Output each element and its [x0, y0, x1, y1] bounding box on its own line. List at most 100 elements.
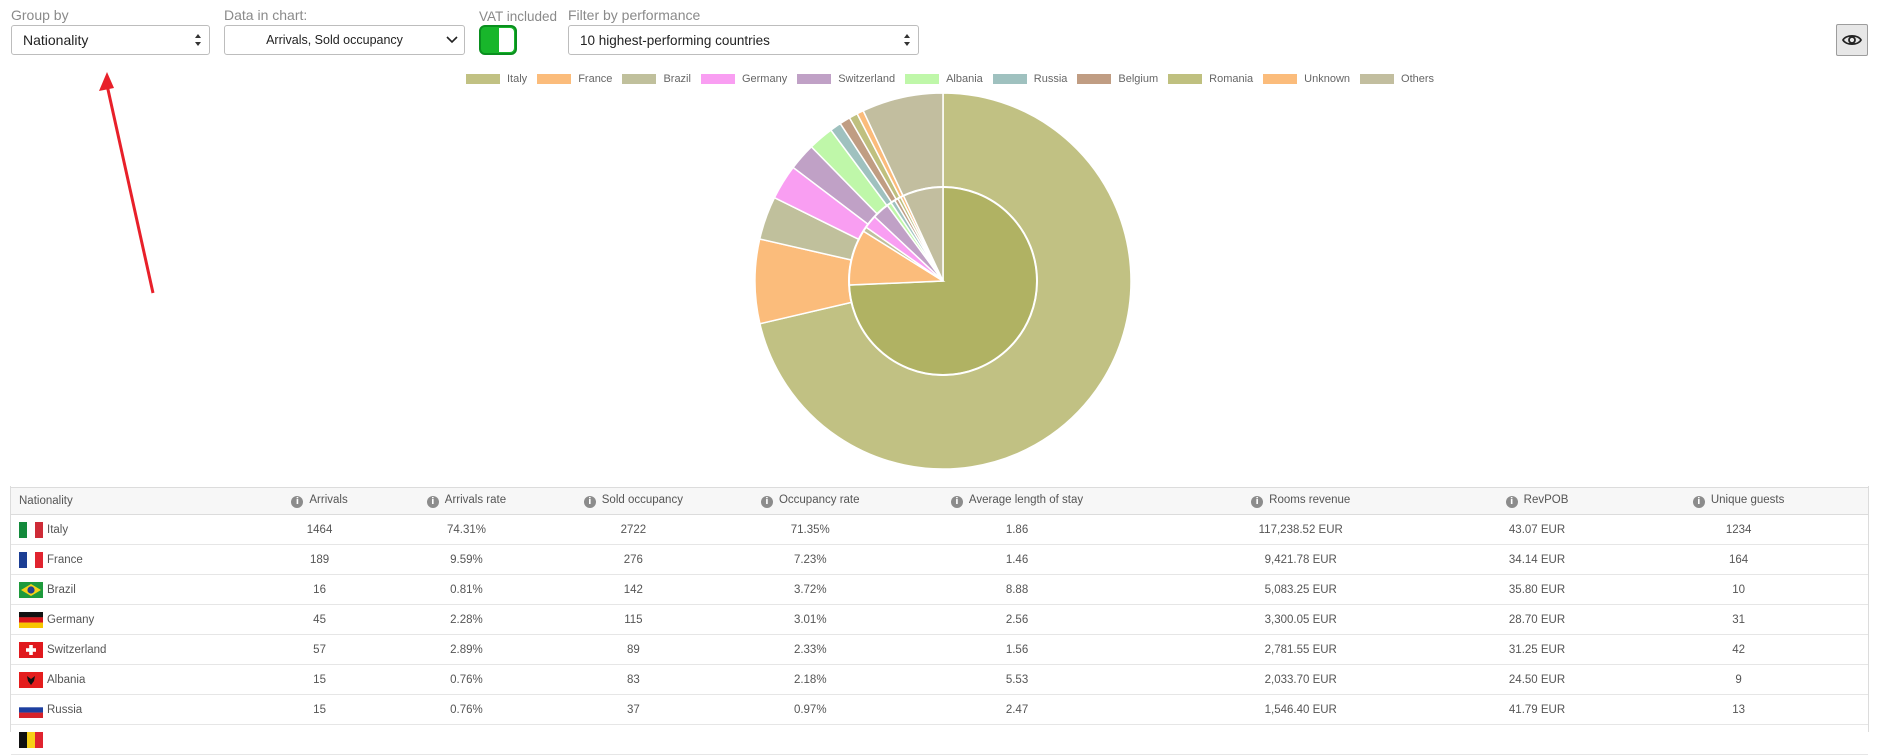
legend-item-brazil[interactable]: Brazil: [622, 73, 691, 85]
info-icon[interactable]: i: [760, 496, 773, 508]
legend-item-albania[interactable]: Albania: [905, 73, 983, 85]
legend-swatch: [1168, 74, 1203, 84]
nationality-cell: Brazil: [11, 574, 250, 605]
flag-ru-icon: [19, 701, 43, 718]
legend-swatch: [700, 74, 735, 84]
info-icon[interactable]: i: [1505, 496, 1518, 508]
data-in-chart-select[interactable]: Arrivals, Sold occupancy: [224, 25, 465, 55]
data-in-chart-label: Data in chart:: [224, 7, 308, 23]
column-header[interactable]: i Arrivals rate: [389, 487, 544, 515]
legend-swatch: [1077, 74, 1112, 84]
filter-label: Filter by performance: [568, 7, 701, 23]
table-cell: 164: [1609, 544, 1868, 575]
eye-icon: [1842, 34, 1862, 46]
table-row-partial: [11, 724, 1868, 755]
info-icon[interactable]: i: [1251, 496, 1264, 508]
legend-item-russia[interactable]: Russia: [992, 73, 1068, 85]
info-icon[interactable]: i: [583, 496, 596, 508]
country-name: Brazil: [47, 583, 76, 596]
table-row[interactable]: Italy 1464 74.31% 2722 71.35% 1.86 117,238.52 …: [11, 514, 1868, 545]
country-name: Russia: [47, 703, 83, 716]
table-cell: 0.81%: [389, 574, 544, 605]
column-header[interactable]: i Arrivals: [249, 487, 390, 515]
table-cell: 115: [543, 604, 724, 635]
legend-label: Italy: [507, 73, 528, 85]
group-by-select[interactable]: Nationality: [11, 25, 210, 55]
table-row[interactable]: Germany 45 2.28% 115 3.01% 2.56 3,300.05 EUR 28…: [11, 604, 1868, 635]
table-cell: 3.72%: [723, 574, 898, 605]
table-cell: 2.56: [897, 604, 1137, 635]
nationality-cell: Italy: [11, 514, 250, 545]
flag-br-icon: [19, 581, 43, 598]
flag-ch-icon: [19, 641, 43, 658]
legend-swatch: [466, 74, 500, 84]
legend-item-switzerland[interactable]: Switzerland: [797, 73, 895, 85]
table-cell: 142: [543, 574, 724, 605]
column-header[interactable]: i Occupancy rate: [723, 487, 898, 515]
table-cell: 8.88: [897, 574, 1137, 605]
column-header[interactable]: i Unique guests: [1609, 487, 1868, 515]
column-label: Arrivals: [309, 494, 348, 506]
table-row[interactable]: Switzerland 57 2.89% 89 2.33% 1.56 2,781.55 EU…: [11, 634, 1868, 665]
table-cell: 1.86: [897, 514, 1137, 545]
legend-item-others[interactable]: Others: [1360, 73, 1434, 85]
legend-item-belgium[interactable]: Belgium: [1077, 73, 1158, 85]
table-cell: 2,781.55 EUR: [1136, 634, 1465, 665]
table-cell: 2.89%: [389, 634, 544, 665]
info-icon[interactable]: i: [950, 496, 963, 508]
table-cell: 2.33%: [723, 634, 898, 665]
table-cell: 10: [1609, 574, 1868, 605]
table-row[interactable]: France 189 9.59% 276 7.23% 1.46 9,421.78 EUR 34…: [11, 544, 1868, 575]
legend-label: Switzerland: [838, 73, 896, 85]
flag-de-icon: [19, 611, 43, 628]
table-cell: 34.14 EUR: [1464, 544, 1610, 575]
column-label: Arrivals rate: [444, 494, 507, 506]
table-cell: 28.70 EUR: [1464, 604, 1610, 635]
info-icon[interactable]: i: [426, 496, 439, 508]
table-cell: 276: [543, 544, 724, 575]
table-cell: 89: [543, 634, 724, 665]
table-cell: 2.28%: [389, 604, 544, 635]
legend-label: Russia: [1033, 73, 1068, 85]
legend-item-france[interactable]: France: [537, 73, 612, 85]
table-cell: 9.59%: [389, 544, 544, 575]
legend-label: Brazil: [663, 73, 691, 85]
nationality-cell: Albania: [11, 664, 250, 695]
toggle-knob: [499, 28, 514, 52]
legend-swatch: [992, 74, 1027, 84]
table-row[interactable]: Albania 15 0.76% 83 2.18% 5.53 2,033.70 EUR 24.…: [11, 664, 1868, 695]
visibility-button[interactable]: [1836, 24, 1868, 56]
column-header[interactable]: i RevPOB: [1464, 487, 1610, 515]
column-label: Occupancy rate: [778, 494, 860, 506]
table-cell: 83: [543, 664, 724, 695]
table-cell: 3,300.05 EUR: [1136, 604, 1465, 635]
vat-toggle[interactable]: [479, 25, 517, 55]
table-row[interactable]: Brazil 16 0.81% 142 3.72% 8.88 5,083.25 EUR 35.…: [11, 574, 1868, 605]
country-name: Albania: [47, 673, 86, 686]
column-header[interactable]: i Sold occupancy: [543, 487, 724, 515]
table-cell: 1234: [1609, 514, 1868, 545]
flag-it-icon: [19, 521, 43, 538]
info-icon[interactable]: i: [291, 496, 304, 508]
column-header[interactable]: i Average length of stay: [897, 487, 1137, 515]
legend-item-unknown[interactable]: Unknown: [1263, 73, 1350, 85]
filter-select[interactable]: 10 highest-performing countries: [568, 25, 919, 55]
flag-fr-icon: [19, 551, 43, 568]
legend-swatch: [1360, 74, 1395, 84]
info-icon[interactable]: i: [1692, 496, 1705, 508]
legend-item-germany[interactable]: Germany: [700, 73, 787, 85]
column-header[interactable]: Nationality: [11, 487, 250, 515]
legend-label: Belgium: [1118, 73, 1159, 85]
table-row[interactable]: Russia 15 0.76% 37 0.97% 2.47 1,546.40 EUR 41.7…: [11, 694, 1868, 725]
table-cell: 2,033.70 EUR: [1136, 664, 1465, 695]
legend-item-italy[interactable]: Italy: [466, 73, 527, 85]
legend-swatch: [622, 74, 657, 84]
table-cell: 9: [1609, 664, 1868, 695]
nationality-table: Nationality i Arrivals i Arrivals rate i Sold …: [11, 487, 1868, 755]
table-cell: 15: [249, 694, 390, 725]
legend-swatch: [537, 74, 572, 84]
legend-item-romania[interactable]: Romania: [1168, 73, 1253, 85]
table-cell: 5,083.25 EUR: [1136, 574, 1465, 605]
table-cell: 3.01%: [723, 604, 898, 635]
column-header[interactable]: i Rooms revenue: [1136, 487, 1465, 515]
